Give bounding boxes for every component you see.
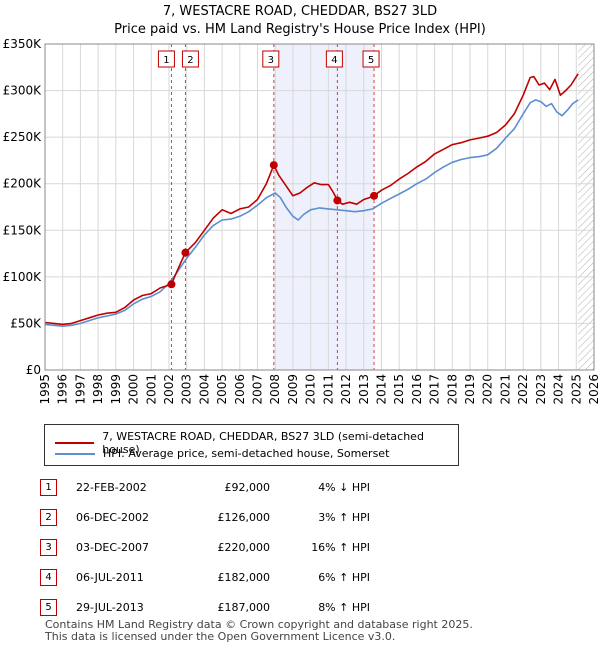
y-tick-label: £200K bbox=[3, 177, 43, 191]
y-tick-label: £350K bbox=[3, 37, 43, 51]
x-tick-label: 2013 bbox=[357, 374, 371, 405]
sale-hpi-diff: 4% ↓ HPI bbox=[318, 480, 370, 494]
x-tick-label: 2023 bbox=[534, 374, 548, 405]
sale-date: 22-FEB-2002 bbox=[76, 480, 147, 494]
x-tick-label: 2026 bbox=[587, 374, 600, 405]
x-tick-label: 2009 bbox=[286, 374, 300, 405]
sale-price: £126,000 bbox=[217, 510, 271, 524]
x-tick-label: 2011 bbox=[321, 374, 335, 405]
x-tick-label: 2014 bbox=[374, 374, 388, 405]
footer-attribution: Contains HM Land Registry data © Crown c… bbox=[45, 619, 473, 643]
sale-price: £220,000 bbox=[217, 540, 271, 554]
sale-badge-label: 5 bbox=[368, 55, 374, 66]
x-tick-label: 2004 bbox=[197, 374, 211, 405]
property-price-line bbox=[44, 73, 579, 326]
x-tick-label: 2022 bbox=[516, 374, 530, 405]
sale-hpi-diff: 6% ↑ HPI bbox=[318, 570, 370, 584]
chart-legend: 7, WESTACRE ROAD, CHEDDAR, BS27 3LD (sem… bbox=[44, 424, 459, 466]
x-tick-label: 2025 bbox=[569, 374, 583, 405]
y-tick-label: £0 bbox=[26, 363, 41, 377]
sale-badge-label: 4 bbox=[331, 55, 337, 66]
sale-number-badge: 2 bbox=[40, 508, 57, 526]
x-tick-label: 2001 bbox=[144, 374, 158, 405]
price-chart: 1 2 3 4 5 £0 £50K £100K £150K £200K £250K £300K £35… bbox=[3, 37, 600, 405]
sale-number-badge: 5 bbox=[40, 598, 57, 616]
table-row: 5 29-JUL-2013 £187,000 8% ↑ HPI bbox=[40, 592, 370, 622]
chart-title: 7, WESTACRE ROAD, CHEDDAR, BS27 3LD bbox=[162, 4, 438, 19]
sale-hpi-diff: 8% ↑ HPI bbox=[318, 600, 370, 614]
y-tick-label: £150K bbox=[3, 223, 43, 237]
sale-badge-box bbox=[181, 50, 199, 68]
x-tick-label: 2002 bbox=[162, 374, 176, 405]
legend-line-hpi bbox=[55, 452, 95, 455]
sale-badge-box bbox=[262, 50, 280, 68]
sale-date: 03-DEC-2007 bbox=[76, 540, 150, 554]
sale-point bbox=[167, 280, 176, 289]
sale-date: 06-JUL-2011 bbox=[76, 570, 144, 584]
y-tick-label: £50K bbox=[10, 316, 42, 330]
plot-frame bbox=[44, 43, 595, 371]
sale-point bbox=[370, 191, 379, 200]
table-row: 4 06-JUL-2011 £182,000 6% ↑ HPI bbox=[40, 562, 370, 592]
x-tick-label: 2019 bbox=[463, 374, 477, 405]
forecast-hatch bbox=[578, 44, 594, 370]
sale-number-badge: 4 bbox=[40, 568, 57, 586]
x-tick-label: 1997 bbox=[73, 374, 87, 405]
legend-label-property: 7, WESTACRE ROAD, CHEDDAR, BS27 3LD (sem… bbox=[102, 430, 424, 456]
sale-price: £187,000 bbox=[217, 600, 271, 614]
x-tick-label: 2000 bbox=[127, 374, 141, 405]
y-tick-label: £250K bbox=[3, 130, 43, 144]
x-tick-label: 2024 bbox=[552, 374, 566, 405]
sale-hpi-diff: 16% ↑ HPI bbox=[311, 540, 370, 554]
x-tick-label: 1996 bbox=[56, 374, 70, 405]
y-tick-label: £300K bbox=[3, 84, 43, 98]
sale-hpi-diff: 3% ↑ HPI bbox=[318, 510, 370, 524]
sale-badge-label: 2 bbox=[187, 55, 193, 66]
hpi-line bbox=[44, 99, 579, 327]
sale-badge-label: 3 bbox=[268, 55, 274, 66]
transactions-table: 1 22-FEB-2002 £92,000 4% ↓ HPI 2 06-DEC-… bbox=[40, 472, 370, 622]
table-row: 3 03-DEC-2007 £220,000 16% ↑ HPI bbox=[40, 532, 370, 562]
footer-line-licence: This data is licensed under the Open Gov… bbox=[45, 630, 396, 643]
x-tick-label: 1995 bbox=[38, 374, 52, 405]
x-tick-label: 1999 bbox=[109, 374, 123, 405]
y-tick-label: £100K bbox=[3, 270, 43, 284]
x-tick-label: 2012 bbox=[339, 374, 353, 405]
sale-point bbox=[181, 248, 190, 257]
x-tick-label: 1998 bbox=[91, 374, 105, 405]
sale-price: £92,000 bbox=[224, 480, 271, 494]
legend-line-property bbox=[55, 442, 95, 444]
x-tick-label: 2005 bbox=[215, 374, 229, 405]
x-tick-label: 2006 bbox=[233, 374, 247, 405]
x-tick-label: 2020 bbox=[481, 374, 495, 405]
footer-line-copyright: Contains HM Land Registry data © Crown c… bbox=[45, 618, 473, 631]
sale-number-badge: 1 bbox=[40, 478, 57, 496]
x-tick-label: 2007 bbox=[251, 374, 265, 405]
x-tick-label: 2021 bbox=[498, 374, 512, 405]
x-tick-label: 2018 bbox=[445, 374, 459, 405]
sale-point bbox=[269, 161, 278, 170]
legend-item-hpi: HPI: Average price, semi-detached house,… bbox=[55, 447, 389, 460]
sale-badge-label: 1 bbox=[163, 55, 169, 66]
chart-subtitle: Price paid vs. HM Land Registry's House … bbox=[114, 22, 486, 37]
table-row: 1 22-FEB-2002 £92,000 4% ↓ HPI bbox=[40, 472, 370, 502]
x-tick-label: 2003 bbox=[180, 374, 194, 405]
sale-number-badge: 3 bbox=[40, 538, 57, 556]
legend-item-property: 7, WESTACRE ROAD, CHEDDAR, BS27 3LD (sem… bbox=[55, 430, 458, 456]
x-tick-label: 2010 bbox=[304, 374, 318, 405]
sale-point bbox=[333, 196, 342, 205]
table-row: 2 06-DEC-2002 £126,000 3% ↑ HPI bbox=[40, 502, 370, 532]
legend-label-hpi: HPI: Average price, semi-detached house,… bbox=[103, 447, 390, 460]
x-tick-label: 2016 bbox=[410, 374, 424, 405]
x-tick-label: 2015 bbox=[392, 374, 406, 405]
x-tick-label: 2008 bbox=[268, 374, 282, 405]
shaded-period bbox=[273, 44, 375, 370]
sale-badge-box bbox=[325, 50, 343, 68]
sale-price: £182,000 bbox=[217, 570, 271, 584]
sale-badge-box bbox=[362, 50, 380, 68]
x-tick-label: 2017 bbox=[428, 374, 442, 405]
sale-date: 29-JUL-2013 bbox=[76, 600, 144, 614]
sale-date: 06-DEC-2002 bbox=[76, 510, 150, 524]
sale-badge-box bbox=[157, 50, 175, 68]
